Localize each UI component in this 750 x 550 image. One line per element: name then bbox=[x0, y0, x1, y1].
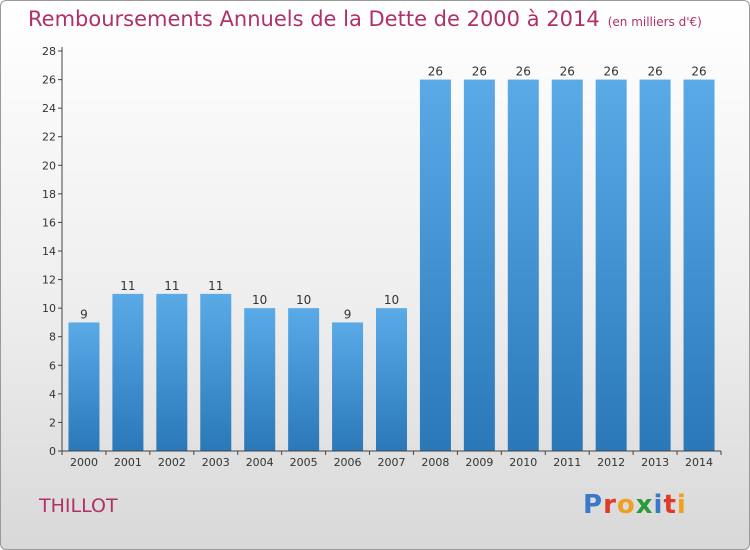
x-tick-label-2010: 2010 bbox=[509, 456, 537, 469]
x-tick-label-2011: 2011 bbox=[553, 456, 581, 469]
chart-title: Remboursements Annuels de la Dette de 20… bbox=[28, 7, 702, 31]
data-label-2008: 26 bbox=[428, 65, 443, 79]
data-label-2003: 11 bbox=[208, 279, 223, 293]
bar-2013 bbox=[639, 79, 671, 452]
y-tick-label-28: 28 bbox=[42, 45, 56, 58]
bar-2002 bbox=[156, 293, 188, 451]
y-tick-label-20: 20 bbox=[42, 159, 56, 172]
y-tick-label-2: 2 bbox=[49, 416, 56, 429]
bar-2008 bbox=[419, 79, 451, 452]
proxiti-logo: Proxiti bbox=[583, 490, 687, 520]
x-tick-label-2004: 2004 bbox=[246, 456, 274, 469]
bar-2010 bbox=[507, 79, 539, 452]
logo-letter: P bbox=[583, 490, 604, 520]
logo-letter: o bbox=[616, 490, 636, 520]
bar-2005 bbox=[288, 308, 320, 451]
x-tick-label-2000: 2000 bbox=[70, 456, 98, 469]
x-tick-label-2013: 2013 bbox=[641, 456, 669, 469]
x-tick-label-2005: 2005 bbox=[290, 456, 318, 469]
data-label-2014: 26 bbox=[691, 65, 706, 79]
x-tick-label-2002: 2002 bbox=[158, 456, 186, 469]
bar-2012 bbox=[595, 79, 627, 452]
logo-letter: i bbox=[676, 490, 687, 520]
x-tick-label-2014: 2014 bbox=[685, 456, 713, 469]
data-label-2012: 26 bbox=[604, 65, 619, 79]
bar-2014 bbox=[683, 79, 715, 452]
x-tick-label-2006: 2006 bbox=[334, 456, 362, 469]
bars-group: 9 11 11 11 10 10 9 10 26 26 26 26 26 26 26 bbox=[68, 65, 715, 452]
y-tick-label-6: 6 bbox=[49, 359, 56, 372]
x-tick-label-2001: 2001 bbox=[114, 456, 142, 469]
title-unit: (en milliers d'€) bbox=[607, 15, 702, 29]
y-tick-label-14: 14 bbox=[42, 245, 56, 258]
data-label-2001: 11 bbox=[120, 279, 135, 293]
bar-2011 bbox=[551, 79, 583, 452]
data-label-2005: 10 bbox=[296, 293, 311, 307]
x-tick-label-2003: 2003 bbox=[202, 456, 230, 469]
bar-2001 bbox=[112, 293, 144, 451]
y-tick-label-4: 4 bbox=[49, 388, 56, 401]
bar-2003 bbox=[200, 293, 232, 451]
y-tick-label-18: 18 bbox=[42, 188, 56, 201]
x-tick-label-2008: 2008 bbox=[421, 456, 449, 469]
data-label-2009: 26 bbox=[472, 65, 487, 79]
logo-letter: i bbox=[653, 490, 664, 520]
logo-letter: t bbox=[663, 490, 677, 520]
data-label-2002: 11 bbox=[164, 279, 179, 293]
x-tick-label-2007: 2007 bbox=[378, 456, 406, 469]
bar-2006 bbox=[332, 322, 364, 451]
y-tick-label-10: 10 bbox=[42, 302, 56, 315]
data-label-2011: 26 bbox=[560, 65, 575, 79]
data-label-2006: 9 bbox=[344, 307, 352, 321]
bar-2000 bbox=[68, 322, 100, 451]
y-tick-label-24: 24 bbox=[42, 102, 56, 115]
x-tick-label-2012: 2012 bbox=[597, 456, 625, 469]
data-label-2010: 26 bbox=[516, 65, 531, 79]
y-tick-label-12: 12 bbox=[42, 274, 56, 287]
bar-2009 bbox=[463, 79, 495, 452]
y-tick-label-26: 26 bbox=[42, 74, 56, 87]
y-tick-label-22: 22 bbox=[42, 131, 56, 144]
axes-group: 2000 2001 2002 2003 2004 2005 2006 2007 2008 2009… bbox=[42, 45, 722, 469]
commune-name: THILLOT bbox=[39, 495, 118, 517]
data-label-2013: 26 bbox=[647, 65, 662, 79]
x-tick-label-2009: 2009 bbox=[465, 456, 493, 469]
title-text: Remboursements Annuels de la Dette de 20… bbox=[28, 7, 600, 31]
data-label-2000: 9 bbox=[80, 307, 88, 321]
data-label-2004: 10 bbox=[252, 293, 267, 307]
y-tick-label-16: 16 bbox=[42, 216, 56, 229]
logo-letter: x bbox=[635, 490, 654, 520]
y-tick-label-0: 0 bbox=[49, 445, 56, 458]
bar-2007 bbox=[376, 308, 407, 451]
y-tick-label-8: 8 bbox=[49, 331, 56, 344]
bar-2004 bbox=[244, 308, 276, 451]
data-label-2007: 10 bbox=[384, 293, 399, 307]
logo-letter: r bbox=[603, 490, 617, 520]
